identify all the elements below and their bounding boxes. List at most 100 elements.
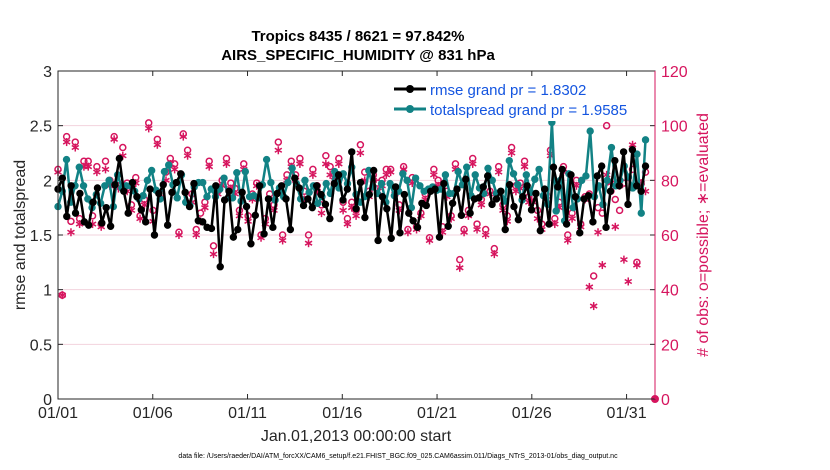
rmse-point	[378, 193, 387, 201]
chart-subtitle: AIRS_SPECIFIC_HUMIDITY @ 831 hPa	[221, 47, 495, 64]
rmse-point	[339, 196, 347, 204]
spread-point	[484, 164, 492, 173]
rmse-point	[532, 189, 540, 198]
obs-evaluated-point	[468, 159, 477, 168]
obs-evaluated-point	[334, 159, 343, 168]
rmse-point	[260, 230, 268, 238]
asterisk-stroke	[473, 226, 481, 233]
axes: 0 0.5 1 1.5 2 2.5 3 0 20 40 60 80 100 120 01/01 01/06 01…	[30, 64, 688, 422]
spread-point	[505, 156, 513, 165]
spread-point	[241, 167, 250, 176]
rmse-point	[273, 189, 281, 198]
x-axis-label: Jan.01,2013 00:00:00 start	[261, 428, 452, 445]
rmse-point	[514, 215, 523, 224]
y2-tick-label: 20	[661, 337, 679, 354]
obs-evaluated-point	[594, 228, 602, 237]
obs-evaluated-point	[356, 149, 365, 157]
rmse-point	[334, 171, 343, 179]
rmse-point	[558, 165, 566, 174]
y-tick-label: 0.5	[30, 337, 52, 354]
rmse-point	[387, 234, 395, 242]
spread-point	[386, 179, 394, 188]
rmse-point	[330, 179, 338, 188]
asterisk-stroke	[209, 251, 218, 257]
rmse-point	[501, 225, 509, 234]
rmse-point	[124, 209, 132, 217]
asterisk-stroke	[205, 164, 214, 170]
asterisk-stroke	[477, 202, 486, 208]
obs-evaluated-point	[494, 168, 503, 177]
spread-point	[586, 127, 594, 135]
data-file-footer: data file: /Users/raeder/DAI/ATM_forcXX/…	[178, 453, 618, 460]
obs-evaluated-point	[455, 263, 464, 272]
obs-evaluated-point	[343, 220, 352, 229]
spread-point	[582, 172, 590, 180]
rmse-point	[365, 190, 373, 199]
spread-point	[403, 176, 411, 185]
legend-box	[390, 77, 648, 121]
rmse-point	[597, 162, 606, 170]
legend-spread-marker	[406, 105, 414, 113]
rmse-point	[479, 183, 487, 191]
rmse-point	[326, 214, 334, 223]
rmse-point	[497, 187, 505, 195]
legend-spread-label: totalspread grand pr = 1.9585	[430, 102, 627, 119]
y2-tick-label: 40	[661, 283, 679, 300]
rmse-point	[562, 220, 571, 228]
spread-point	[301, 176, 309, 185]
spread-point	[463, 163, 471, 171]
spread-point	[607, 143, 616, 152]
obs-evaluated-point	[339, 206, 347, 215]
asterisk-stroke	[274, 147, 283, 153]
obs-evaluated-point	[296, 159, 304, 168]
obs-evaluated-point	[585, 282, 594, 291]
rmse-point	[220, 196, 229, 204]
obs-evaluated-point	[624, 277, 633, 286]
rmse-point	[76, 189, 84, 198]
x-tick-label: 01/26	[512, 405, 552, 422]
rmse-point	[466, 209, 474, 217]
x-tick-label: 01/11	[228, 405, 267, 422]
rmse-point	[163, 221, 172, 229]
rmse-point	[396, 229, 404, 237]
spread-point	[471, 171, 479, 179]
rmse-point	[413, 223, 422, 232]
rmse-point	[295, 184, 303, 192]
asterisk-stroke	[386, 169, 395, 175]
rmse-point	[637, 187, 645, 195]
y-tick-label: 2	[43, 173, 52, 190]
rmse-point	[71, 209, 80, 217]
rmse-point	[137, 206, 146, 214]
rmse-point	[146, 185, 154, 193]
title-group: Tropics 8435 / 8621 = 97.842% AIRS_SPECI…	[221, 28, 495, 64]
spread-point	[454, 167, 462, 176]
y-tick-label: 2.5	[30, 119, 52, 136]
rmse-point	[98, 219, 106, 227]
rmse-point	[115, 154, 124, 163]
asterisk-stroke	[144, 125, 153, 132]
rmse-point	[172, 178, 181, 187]
rmse-point	[440, 179, 448, 188]
obs-evaluated-point	[71, 143, 80, 152]
obs-possible-point	[456, 255, 464, 264]
spread-point	[160, 167, 169, 176]
rmse-point	[304, 195, 312, 203]
rmse-point	[361, 213, 369, 222]
asterisk-stroke	[170, 166, 179, 173]
obs-evaluated-point	[317, 209, 326, 218]
rmse-point	[422, 201, 430, 210]
obs-possible-point	[611, 195, 620, 204]
spread-point	[233, 168, 241, 177]
spread-point	[535, 165, 543, 174]
rmse-point	[352, 205, 360, 213]
asterisk-stroke	[58, 292, 67, 298]
obs-possible-point	[67, 217, 75, 226]
rmse-point	[106, 222, 115, 230]
asterisk-stroke	[110, 136, 119, 142]
rmse-point	[492, 195, 501, 203]
rmse-point	[510, 202, 518, 211]
spread-point	[84, 195, 92, 203]
asterisk-stroke	[490, 251, 499, 257]
rmse-point	[475, 194, 483, 202]
rmse-point	[536, 226, 544, 235]
